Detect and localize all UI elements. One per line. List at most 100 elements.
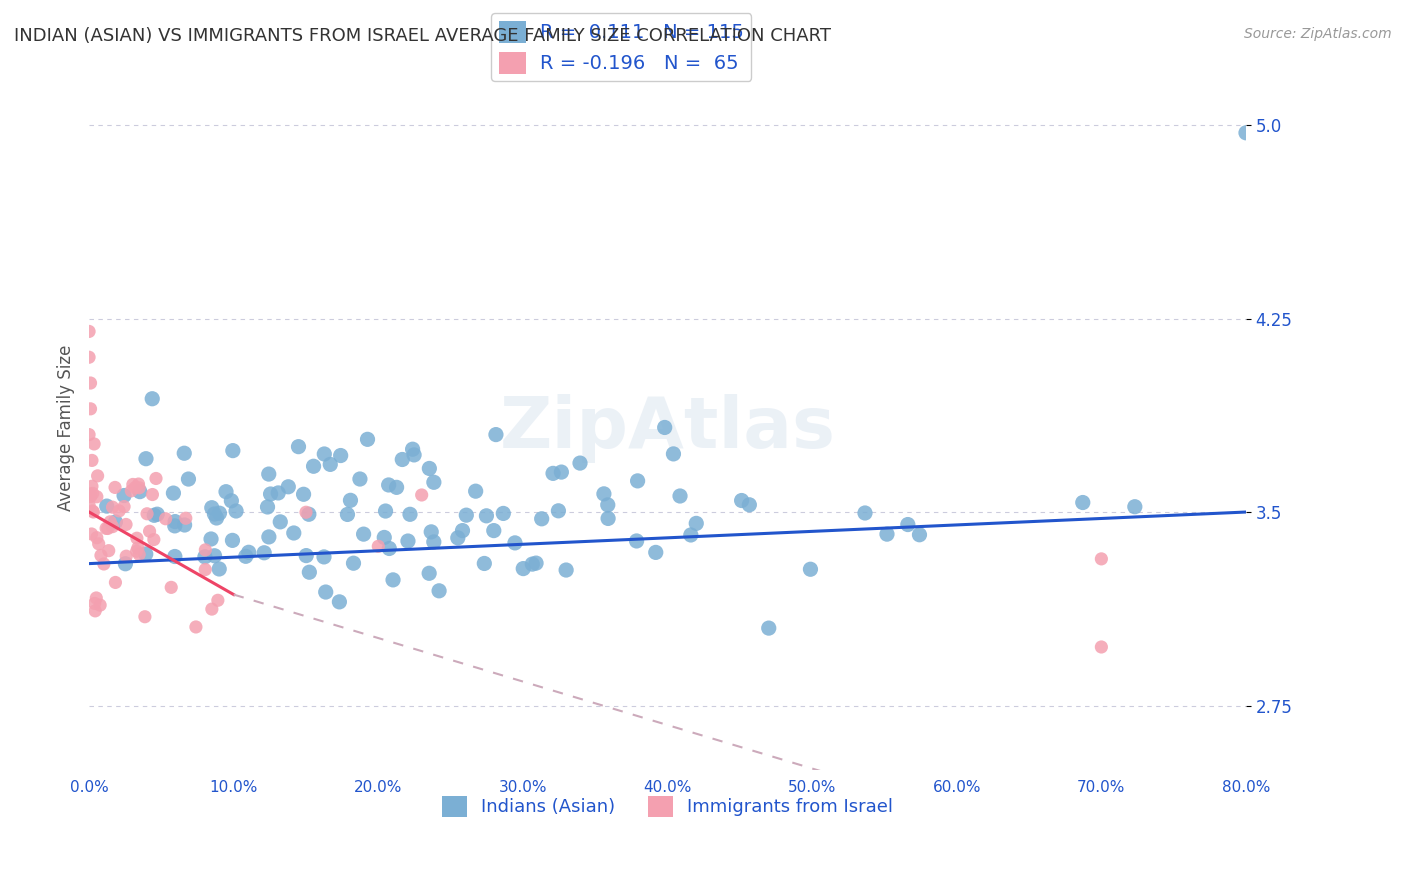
Point [482, 524, 505, 538]
Point [104, 575, 127, 590]
Point [377, 478, 399, 492]
Point [79, 490, 101, 504]
Point [165, 515, 187, 529]
Point [79, 401, 101, 416]
Point [215, 484, 238, 499]
Point [336, 508, 359, 522]
Point [115, 549, 138, 564]
Point [555, 563, 578, 577]
Point [401, 442, 423, 457]
Point [550, 465, 572, 479]
Point [596, 498, 619, 512]
Point [77, 325, 100, 339]
Point [84, 591, 107, 605]
Point [128, 481, 150, 495]
Point [319, 458, 342, 472]
Point [86, 490, 108, 504]
Point [503, 536, 526, 550]
Point [115, 517, 138, 532]
Point [399, 508, 422, 522]
Point [238, 545, 260, 559]
Point [235, 549, 257, 564]
Point [120, 483, 142, 498]
Point [163, 519, 186, 533]
Point [194, 563, 217, 577]
Point [253, 546, 276, 560]
Point [626, 474, 648, 488]
Point [138, 524, 160, 539]
Point [221, 493, 243, 508]
Point [208, 562, 231, 576]
Point [420, 524, 443, 539]
Point [87, 537, 110, 551]
Point [277, 480, 299, 494]
Point [77, 499, 100, 513]
Point [96, 499, 118, 513]
Point [208, 506, 231, 520]
Point [82, 504, 104, 518]
Point [492, 507, 515, 521]
Point [418, 461, 440, 475]
Point [799, 562, 821, 576]
Point [353, 527, 375, 541]
Point [162, 486, 184, 500]
Point [314, 447, 336, 461]
Point [908, 527, 931, 541]
Point [146, 507, 169, 521]
Point [80, 453, 103, 467]
Point [184, 620, 207, 634]
Point [456, 508, 478, 523]
Point [79, 487, 101, 501]
Point [163, 549, 186, 564]
Point [522, 557, 544, 571]
Point [93, 557, 115, 571]
Point [83, 437, 105, 451]
Point [221, 533, 243, 548]
Point [328, 595, 350, 609]
Point [256, 500, 278, 514]
Point [679, 528, 702, 542]
Point [143, 508, 166, 523]
Point [541, 467, 564, 481]
Point [295, 505, 318, 519]
Point [97, 521, 120, 535]
Point [598, 511, 620, 525]
Point [136, 507, 159, 521]
Point [485, 427, 508, 442]
Point [125, 544, 148, 558]
Point [396, 534, 419, 549]
Point [127, 541, 149, 555]
Point [295, 549, 318, 563]
Point [257, 467, 280, 481]
Point [1090, 640, 1112, 654]
Y-axis label: Average Family Size: Average Family Size [58, 345, 75, 511]
Point [80, 479, 103, 493]
Point [145, 471, 167, 485]
Point [356, 433, 378, 447]
Point [312, 549, 335, 564]
Point [404, 448, 426, 462]
Point [367, 539, 389, 553]
Point [128, 548, 150, 562]
Point [141, 487, 163, 501]
Point [86, 468, 108, 483]
Point [125, 531, 148, 545]
Point [134, 609, 156, 624]
Point [267, 486, 290, 500]
Point [349, 472, 371, 486]
Point [79, 376, 101, 390]
Point [77, 427, 100, 442]
Point [121, 477, 143, 491]
Point [464, 484, 486, 499]
Point [142, 533, 165, 547]
Point [259, 487, 281, 501]
Point [104, 480, 127, 494]
Point [644, 545, 666, 559]
Point [112, 500, 135, 514]
Point [427, 583, 450, 598]
Point [302, 459, 325, 474]
Point [257, 530, 280, 544]
Point [423, 475, 446, 490]
Point [200, 532, 222, 546]
Point [669, 489, 692, 503]
